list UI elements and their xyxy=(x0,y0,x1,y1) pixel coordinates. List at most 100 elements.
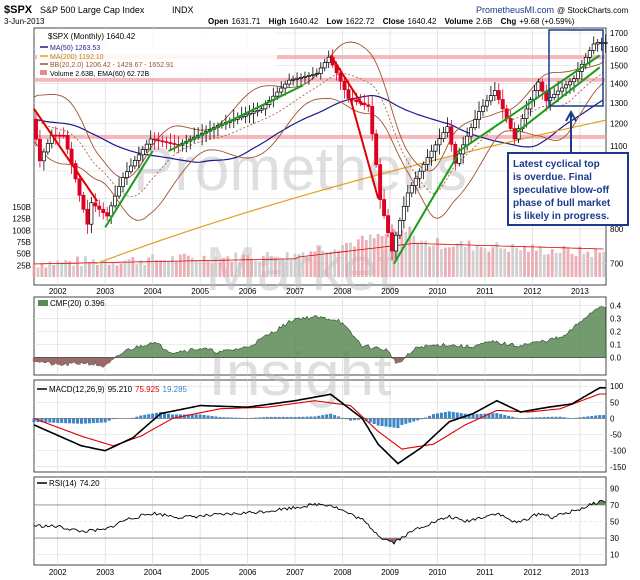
candle-body xyxy=(437,138,442,146)
macd-tick-label: -100 xyxy=(610,447,627,456)
candle-body xyxy=(591,43,596,51)
candle-body xyxy=(314,73,319,75)
cmf-negative xyxy=(96,357,99,366)
macd-histogram-bar xyxy=(103,418,107,423)
candle-body xyxy=(362,102,367,106)
candle-body xyxy=(299,76,303,79)
volume-bar xyxy=(475,245,479,277)
candle-body xyxy=(401,205,406,221)
resistance-level xyxy=(34,134,606,139)
candle-body xyxy=(382,199,387,216)
resistance-level xyxy=(34,55,606,60)
volume-bar xyxy=(594,248,598,277)
candle-body xyxy=(255,109,260,113)
volume-bar xyxy=(436,238,439,277)
candle-body xyxy=(421,164,426,172)
volume-bar xyxy=(519,250,522,277)
candle-body xyxy=(97,205,102,210)
macd-histogram-bar xyxy=(289,416,293,419)
macd-histogram-bar xyxy=(234,417,238,419)
volume-bar xyxy=(562,245,566,277)
macd-histogram-bar xyxy=(538,417,542,419)
volume-bar xyxy=(511,243,515,277)
volume-bar xyxy=(91,259,95,277)
rsi-oversold-fill xyxy=(389,538,392,542)
macd-histogram-bar xyxy=(491,413,495,419)
volume-bar xyxy=(246,254,250,277)
macd-title: MACD(12,26,9) 95.210 75.925 19.285 xyxy=(49,385,188,394)
volume-bar xyxy=(317,246,321,277)
x-tick-label: 2009 xyxy=(381,568,399,577)
macd-panel xyxy=(33,379,607,473)
volume-bar xyxy=(305,257,309,277)
candle-body xyxy=(148,138,153,145)
rsi-overbought-fill xyxy=(596,503,599,505)
candle-body xyxy=(413,177,418,186)
volume-bar xyxy=(443,247,447,277)
volume-bar xyxy=(151,254,155,277)
volume-bar xyxy=(107,264,111,277)
volume-bar xyxy=(119,263,123,277)
volume-bar xyxy=(139,260,143,277)
candle-body xyxy=(144,143,149,150)
candle-body xyxy=(405,192,410,207)
volume-bar xyxy=(550,249,554,277)
volume-bar xyxy=(131,257,135,277)
macd-histogram-bar xyxy=(325,414,329,419)
volume-bar xyxy=(523,245,526,277)
volume-bar xyxy=(582,253,586,277)
cmf-negative xyxy=(38,357,42,363)
macd-histogram-bar xyxy=(76,418,80,424)
cmf-tick-label: 0.4 xyxy=(610,301,622,310)
cmf-negative xyxy=(54,357,57,363)
candle-body xyxy=(172,143,177,145)
candle-body xyxy=(484,100,489,107)
candle-body xyxy=(53,134,58,137)
resistance-level xyxy=(34,77,606,82)
volume-bar xyxy=(432,245,435,277)
cmf-negative xyxy=(100,357,103,367)
volume-bar xyxy=(44,267,48,277)
macd-histogram-bar xyxy=(297,416,301,419)
volume-bar xyxy=(463,246,467,277)
cmf-negative xyxy=(78,357,81,365)
volume-bar xyxy=(87,262,91,277)
macd-histogram-bar xyxy=(60,418,64,424)
macd-histogram-bar xyxy=(459,413,463,419)
cmf-negative xyxy=(88,357,91,366)
rsi-title: RSI(14) 74.20 xyxy=(49,479,100,488)
candle-body xyxy=(481,105,485,112)
volume-bar xyxy=(499,248,503,277)
candle-body xyxy=(477,111,481,120)
macd-histogram-bar xyxy=(467,413,471,419)
macd-histogram-bar xyxy=(372,418,376,425)
candle-body xyxy=(595,42,600,45)
downtrend-line xyxy=(329,54,364,106)
macd-histogram-bar xyxy=(254,417,258,419)
volume-bar xyxy=(95,264,99,277)
macd-histogram-bar xyxy=(447,411,451,419)
macd-histogram-bar xyxy=(313,416,317,419)
macd-histogram-bar xyxy=(321,415,325,419)
macd-histogram-bar xyxy=(396,418,400,429)
macd-histogram-bar xyxy=(56,418,60,423)
candle-body xyxy=(354,99,359,102)
cmf-negative xyxy=(36,357,40,362)
macd-histogram-bar xyxy=(594,415,598,419)
candle-body xyxy=(445,126,450,133)
macd-histogram-bar xyxy=(293,416,297,419)
rsi-overbought-fill xyxy=(600,500,603,505)
macd-histogram-bar xyxy=(155,412,159,419)
macd-histogram-bar xyxy=(602,415,606,419)
macd-histogram-bar xyxy=(170,414,174,419)
candle-body xyxy=(556,90,561,95)
candle-body xyxy=(303,76,307,78)
volume-bar xyxy=(451,246,455,277)
candle-body xyxy=(587,50,592,58)
x-tick-label: 2010 xyxy=(429,568,447,577)
candle-body xyxy=(283,83,288,89)
macd-histogram-bar xyxy=(562,417,566,419)
cmf-negative xyxy=(92,357,95,366)
x-tick-label: 2013 xyxy=(571,568,589,577)
